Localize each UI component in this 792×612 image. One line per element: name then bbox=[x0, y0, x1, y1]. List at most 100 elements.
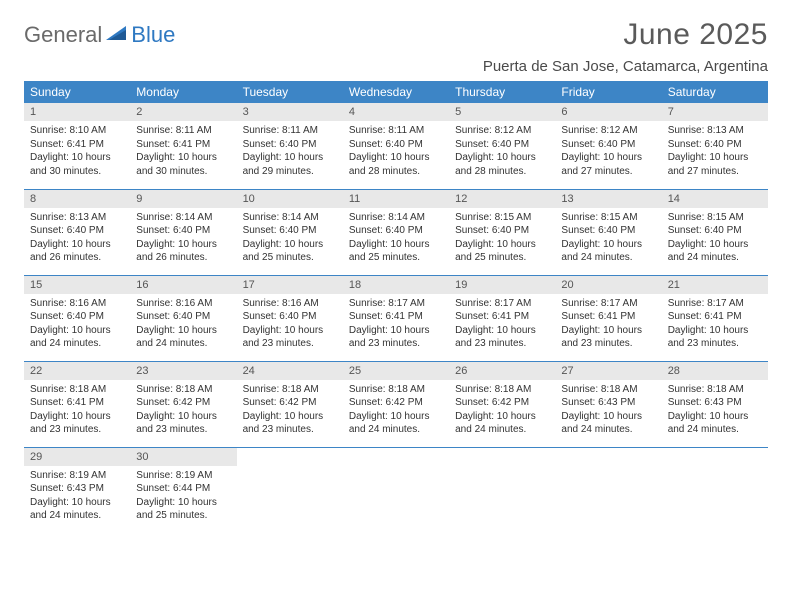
daylight-line2: and 24 minutes. bbox=[668, 251, 762, 265]
calendar-cell: 29Sunrise: 8:19 AMSunset: 6:43 PMDayligh… bbox=[24, 447, 130, 533]
calendar-cell bbox=[237, 447, 343, 533]
daylight-line2: and 29 minutes. bbox=[243, 165, 337, 179]
daylight-line2: and 25 minutes. bbox=[349, 251, 443, 265]
day-details: Sunrise: 8:15 AMSunset: 6:40 PMDaylight:… bbox=[662, 208, 768, 271]
sunset-text: Sunset: 6:40 PM bbox=[30, 310, 124, 324]
day-details: Sunrise: 8:19 AMSunset: 6:43 PMDaylight:… bbox=[24, 466, 130, 529]
daylight-line1: Daylight: 10 hours bbox=[561, 410, 655, 424]
daylight-line1: Daylight: 10 hours bbox=[668, 324, 762, 338]
sunset-text: Sunset: 6:43 PM bbox=[668, 396, 762, 410]
calendar-cell: 25Sunrise: 8:18 AMSunset: 6:42 PMDayligh… bbox=[343, 361, 449, 447]
sunrise-text: Sunrise: 8:12 AM bbox=[455, 124, 549, 138]
sunset-text: Sunset: 6:40 PM bbox=[349, 138, 443, 152]
day-details: Sunrise: 8:11 AMSunset: 6:40 PMDaylight:… bbox=[237, 121, 343, 184]
calendar-cell: 2Sunrise: 8:11 AMSunset: 6:41 PMDaylight… bbox=[130, 103, 236, 189]
location-label: Puerta de San Jose, Catamarca, Argentina bbox=[483, 58, 768, 75]
calendar-cell: 19Sunrise: 8:17 AMSunset: 6:41 PMDayligh… bbox=[449, 275, 555, 361]
sunset-text: Sunset: 6:43 PM bbox=[30, 482, 124, 496]
weekday-header: Wednesday bbox=[343, 81, 449, 103]
daylight-line1: Daylight: 10 hours bbox=[136, 496, 230, 510]
daylight-line2: and 23 minutes. bbox=[561, 337, 655, 351]
daylight-line1: Daylight: 10 hours bbox=[349, 151, 443, 165]
sunrise-text: Sunrise: 8:16 AM bbox=[30, 297, 124, 311]
sunrise-text: Sunrise: 8:18 AM bbox=[561, 383, 655, 397]
sunset-text: Sunset: 6:40 PM bbox=[136, 224, 230, 238]
sunset-text: Sunset: 6:40 PM bbox=[455, 138, 549, 152]
calendar-cell: 27Sunrise: 8:18 AMSunset: 6:43 PMDayligh… bbox=[555, 361, 661, 447]
day-number: 1 bbox=[24, 103, 130, 121]
day-details: Sunrise: 8:10 AMSunset: 6:41 PMDaylight:… bbox=[24, 121, 130, 184]
sunset-text: Sunset: 6:42 PM bbox=[136, 396, 230, 410]
daylight-line2: and 24 minutes. bbox=[30, 509, 124, 523]
day-number: 12 bbox=[449, 190, 555, 208]
day-number: 22 bbox=[24, 362, 130, 380]
daylight-line2: and 28 minutes. bbox=[349, 165, 443, 179]
day-number: 19 bbox=[449, 276, 555, 294]
day-details: Sunrise: 8:11 AMSunset: 6:40 PMDaylight:… bbox=[343, 121, 449, 184]
daylight-line2: and 30 minutes. bbox=[30, 165, 124, 179]
day-details: Sunrise: 8:11 AMSunset: 6:41 PMDaylight:… bbox=[130, 121, 236, 184]
daylight-line2: and 23 minutes. bbox=[243, 337, 337, 351]
day-details: Sunrise: 8:17 AMSunset: 6:41 PMDaylight:… bbox=[449, 294, 555, 357]
sunrise-text: Sunrise: 8:13 AM bbox=[668, 124, 762, 138]
sunrise-text: Sunrise: 8:18 AM bbox=[30, 383, 124, 397]
daylight-line2: and 23 minutes. bbox=[136, 423, 230, 437]
daylight-line1: Daylight: 10 hours bbox=[136, 238, 230, 252]
sunrise-text: Sunrise: 8:17 AM bbox=[561, 297, 655, 311]
daylight-line1: Daylight: 10 hours bbox=[243, 151, 337, 165]
calendar-cell: 26Sunrise: 8:18 AMSunset: 6:42 PMDayligh… bbox=[449, 361, 555, 447]
sunrise-text: Sunrise: 8:18 AM bbox=[668, 383, 762, 397]
weekday-header: Saturday bbox=[662, 81, 768, 103]
daylight-line2: and 25 minutes. bbox=[455, 251, 549, 265]
sunset-text: Sunset: 6:40 PM bbox=[455, 224, 549, 238]
sunset-text: Sunset: 6:40 PM bbox=[30, 224, 124, 238]
calendar-cell: 3Sunrise: 8:11 AMSunset: 6:40 PMDaylight… bbox=[237, 103, 343, 189]
daylight-line1: Daylight: 10 hours bbox=[30, 324, 124, 338]
daylight-line1: Daylight: 10 hours bbox=[455, 238, 549, 252]
sunset-text: Sunset: 6:41 PM bbox=[668, 310, 762, 324]
sunrise-text: Sunrise: 8:17 AM bbox=[668, 297, 762, 311]
daylight-line1: Daylight: 10 hours bbox=[668, 151, 762, 165]
logo-text-blue: Blue bbox=[131, 22, 175, 48]
calendar-cell: 13Sunrise: 8:15 AMSunset: 6:40 PMDayligh… bbox=[555, 189, 661, 275]
calendar-cell bbox=[449, 447, 555, 533]
daylight-line1: Daylight: 10 hours bbox=[561, 324, 655, 338]
day-number: 29 bbox=[24, 448, 130, 466]
calendar-cell: 12Sunrise: 8:15 AMSunset: 6:40 PMDayligh… bbox=[449, 189, 555, 275]
sunrise-text: Sunrise: 8:10 AM bbox=[30, 124, 124, 138]
sunrise-text: Sunrise: 8:17 AM bbox=[349, 297, 443, 311]
daylight-line2: and 28 minutes. bbox=[455, 165, 549, 179]
calendar-cell: 15Sunrise: 8:16 AMSunset: 6:40 PMDayligh… bbox=[24, 275, 130, 361]
sunrise-text: Sunrise: 8:17 AM bbox=[455, 297, 549, 311]
day-number: 20 bbox=[555, 276, 661, 294]
daylight-line1: Daylight: 10 hours bbox=[668, 410, 762, 424]
day-number: 5 bbox=[449, 103, 555, 121]
day-details: Sunrise: 8:15 AMSunset: 6:40 PMDaylight:… bbox=[555, 208, 661, 271]
weekday-header: Thursday bbox=[449, 81, 555, 103]
daylight-line2: and 27 minutes. bbox=[561, 165, 655, 179]
day-details: Sunrise: 8:18 AMSunset: 6:43 PMDaylight:… bbox=[662, 380, 768, 443]
calendar-cell: 4Sunrise: 8:11 AMSunset: 6:40 PMDaylight… bbox=[343, 103, 449, 189]
sunset-text: Sunset: 6:41 PM bbox=[30, 396, 124, 410]
day-number: 14 bbox=[662, 190, 768, 208]
daylight-line1: Daylight: 10 hours bbox=[136, 151, 230, 165]
daylight-line1: Daylight: 10 hours bbox=[455, 151, 549, 165]
day-number: 25 bbox=[343, 362, 449, 380]
sunrise-text: Sunrise: 8:11 AM bbox=[349, 124, 443, 138]
day-details: Sunrise: 8:16 AMSunset: 6:40 PMDaylight:… bbox=[24, 294, 130, 357]
daylight-line2: and 26 minutes. bbox=[136, 251, 230, 265]
daylight-line1: Daylight: 10 hours bbox=[243, 410, 337, 424]
daylight-line2: and 23 minutes. bbox=[668, 337, 762, 351]
daylight-line2: and 24 minutes. bbox=[349, 423, 443, 437]
sunset-text: Sunset: 6:40 PM bbox=[243, 310, 337, 324]
sunrise-text: Sunrise: 8:14 AM bbox=[349, 211, 443, 225]
sunrise-text: Sunrise: 8:19 AM bbox=[30, 469, 124, 483]
day-number: 4 bbox=[343, 103, 449, 121]
day-number: 3 bbox=[237, 103, 343, 121]
daylight-line2: and 23 minutes. bbox=[30, 423, 124, 437]
day-details: Sunrise: 8:18 AMSunset: 6:43 PMDaylight:… bbox=[555, 380, 661, 443]
day-details: Sunrise: 8:16 AMSunset: 6:40 PMDaylight:… bbox=[130, 294, 236, 357]
day-number: 8 bbox=[24, 190, 130, 208]
sunset-text: Sunset: 6:43 PM bbox=[561, 396, 655, 410]
sunrise-text: Sunrise: 8:18 AM bbox=[136, 383, 230, 397]
